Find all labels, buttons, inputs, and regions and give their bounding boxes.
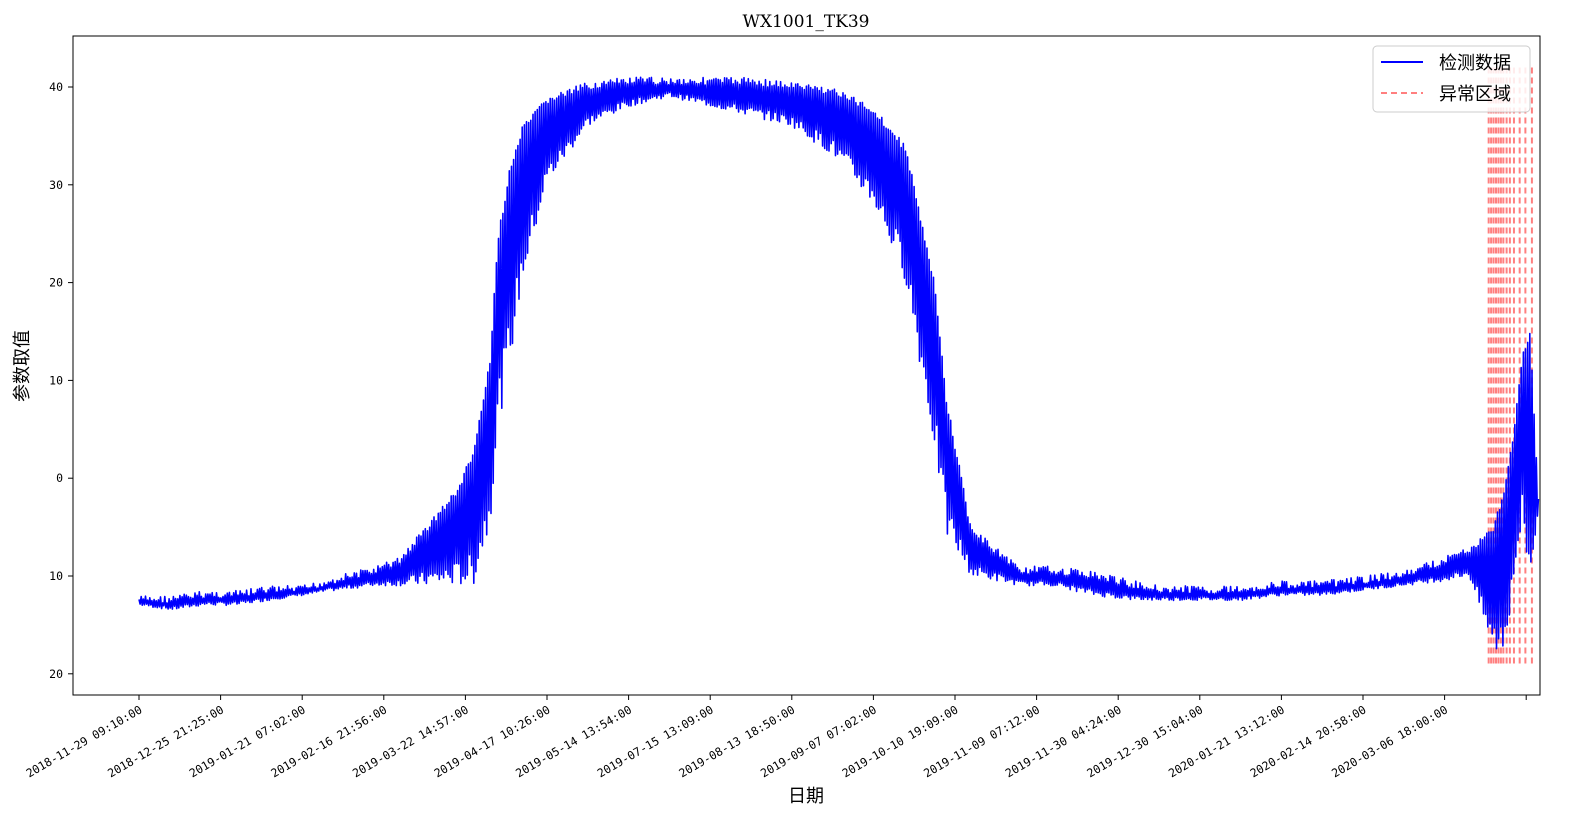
y-tick-label: 20 — [49, 667, 63, 681]
y-tick-label: 0 — [56, 471, 63, 485]
legend: 检测数据 异常区域 — [1372, 45, 1531, 113]
data-series — [138, 76, 1540, 650]
y-axis-label: 参数取值 — [12, 330, 33, 402]
y-tick-label: 20 — [49, 276, 63, 290]
x-axis-label: 日期 — [788, 786, 824, 807]
y-tick-label: 30 — [49, 178, 63, 192]
y-tick-label: 10 — [49, 569, 63, 583]
legend-label-anomaly: 异常区域 — [1439, 84, 1511, 105]
chart-title: WX1001_TK39 — [742, 12, 869, 32]
series-line-detection — [138, 76, 1540, 650]
y-tick-label: 40 — [49, 80, 63, 94]
y-axis: 20 10 0 10 20 30 40 — [49, 80, 73, 681]
legend-label-data: 检测数据 — [1439, 53, 1511, 74]
plot-frame — [72, 35, 1541, 696]
y-tick-label: 10 — [49, 373, 63, 387]
